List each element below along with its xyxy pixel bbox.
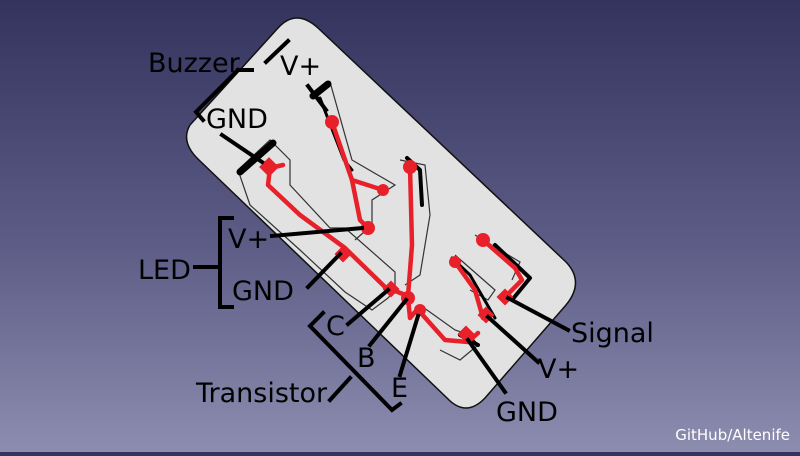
transistor-b-label: B	[357, 343, 376, 374]
buzzer-gnd-label: GND	[206, 104, 268, 135]
buzzer-vplus-label: V+	[280, 51, 321, 82]
pcb-board	[187, 18, 576, 408]
led-label: LED	[138, 255, 191, 286]
credit-text: GitHub/Altenife	[675, 426, 790, 444]
transistor-e-label: E	[391, 373, 408, 404]
transistor-c-label: C	[326, 311, 345, 342]
buzzer-label: Buzzer	[148, 48, 241, 79]
conn-gnd-label: GND	[496, 397, 558, 428]
transistor-label: Transistor	[195, 378, 328, 409]
conn-vplus-label: V+	[538, 354, 579, 385]
led-gnd-label: GND	[232, 276, 294, 307]
led-vplus-label: V+	[228, 224, 269, 255]
signal-label: Signal	[571, 318, 654, 349]
